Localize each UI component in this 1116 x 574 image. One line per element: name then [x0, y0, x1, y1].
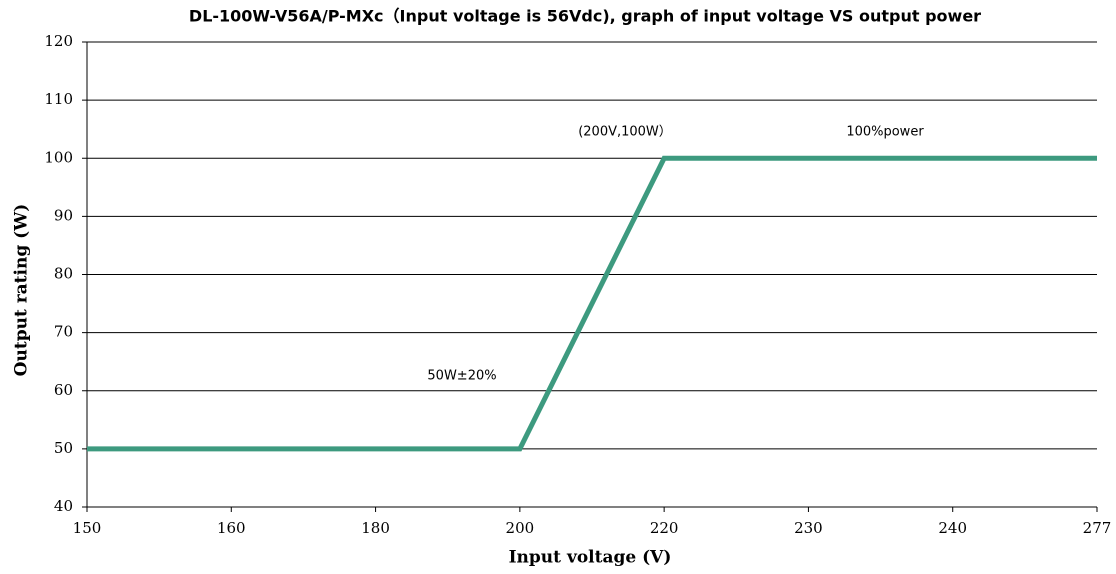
y-tick-label: 120	[44, 32, 73, 50]
y-tick-label: 80	[54, 265, 73, 283]
y-axis-label: Output rating (W)	[12, 204, 32, 377]
y-tick-label: 100	[44, 148, 73, 166]
annotation: 50W±20%	[427, 369, 496, 384]
x-tick-label: 180	[361, 519, 390, 537]
x-tick-label: 150	[73, 519, 102, 537]
x-tick-label: 220	[650, 519, 679, 537]
annotation: 100%power	[846, 125, 924, 140]
y-tick-label: 60	[54, 381, 73, 399]
y-tick-label: 50	[54, 439, 73, 457]
y-tick-label: 40	[54, 497, 73, 515]
series-line	[87, 155, 1097, 452]
x-tick-label: 160	[217, 519, 246, 537]
x-tick-label: 240	[938, 519, 967, 537]
y-tick-label: 90	[54, 206, 73, 224]
y-tick-label: 70	[54, 323, 73, 341]
x-tick-label: 277	[1083, 519, 1112, 537]
x-axis-label: Input voltage (V)	[509, 548, 672, 568]
x-tick-label: 200	[506, 519, 535, 537]
chart-title: DL-100W-V56A/P-MXc（Input voltage is 56Vd…	[189, 7, 981, 26]
y-tick-label: 110	[44, 90, 73, 108]
x-tick-label: 230	[794, 519, 823, 537]
annotation: (200V,100W）	[578, 125, 672, 140]
